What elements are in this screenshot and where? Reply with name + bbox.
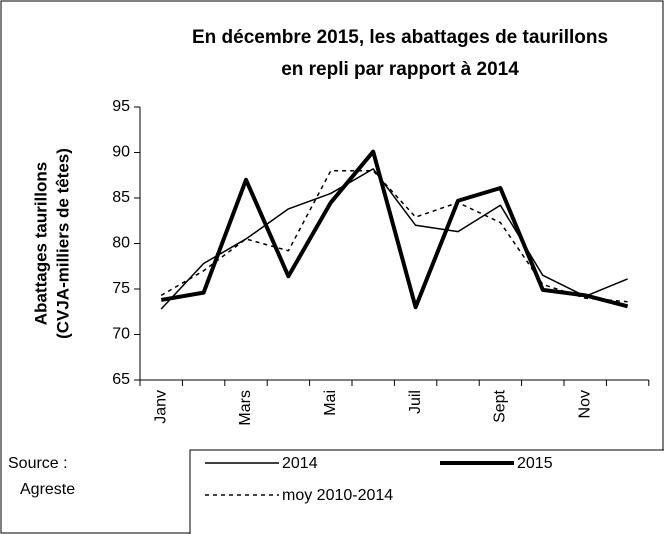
legend-label: 2014 xyxy=(282,455,318,472)
chart-title: en repli par rapport à 2014 xyxy=(281,59,519,80)
legend-box xyxy=(189,449,664,534)
x-tick-label: Sept xyxy=(492,389,509,422)
x-tick-label: Juil xyxy=(407,390,424,414)
x-tick-label: Mai xyxy=(322,390,339,416)
y-axis-label: Abattages taurillons xyxy=(31,162,50,325)
y-tick-label: 90 xyxy=(112,144,130,161)
series-line xyxy=(160,168,628,310)
series-line xyxy=(160,149,629,310)
y-tick-label: 65 xyxy=(112,371,130,388)
x-tick-label: Mars xyxy=(237,390,254,426)
y-tick-label: 85 xyxy=(112,189,130,206)
source-note: Source : xyxy=(8,455,68,472)
y-axis-label: (CVJA-milliers de têtes) xyxy=(53,148,72,339)
y-tick-label: 80 xyxy=(112,235,130,252)
legend-label: moy 2010-2014 xyxy=(282,487,393,504)
x-tick-label: Nov xyxy=(576,390,593,418)
source-note: Agreste xyxy=(20,481,75,498)
x-tick-label: Janv xyxy=(152,390,169,424)
chart-title: En décembre 2015, les abattages de tauri… xyxy=(192,27,608,48)
legend-label: 2015 xyxy=(517,455,553,472)
y-tick-label: 75 xyxy=(112,280,130,297)
y-tick-label: 95 xyxy=(112,98,130,115)
y-tick-label: 70 xyxy=(112,326,130,343)
